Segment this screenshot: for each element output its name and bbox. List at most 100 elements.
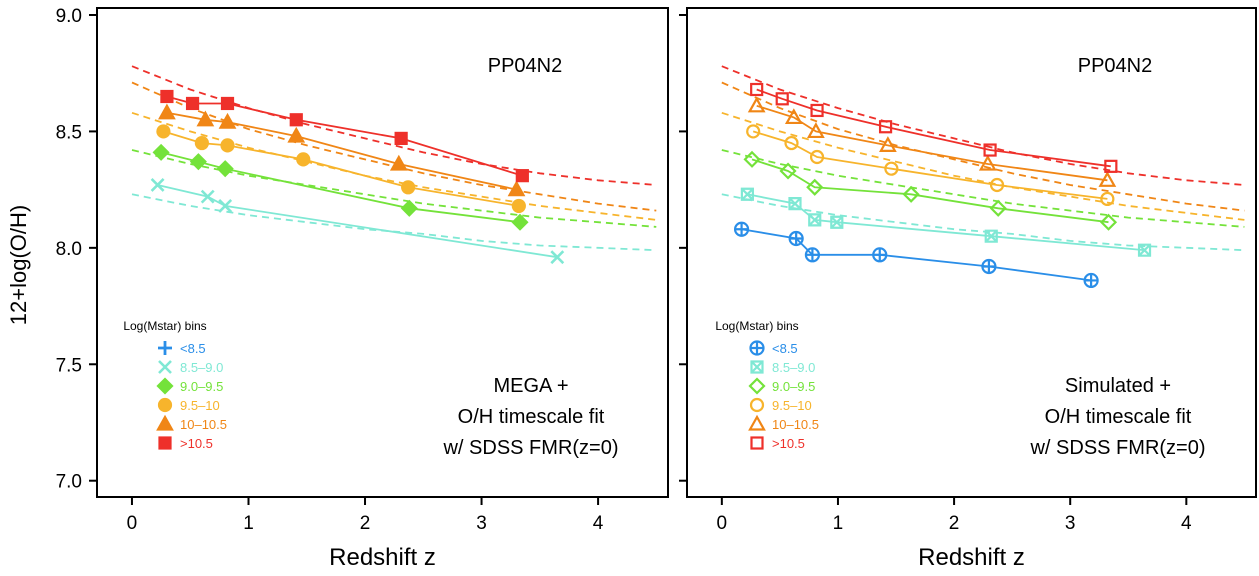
legend-marker-8-5-9-0 [158,360,172,374]
data-point-10-10-5 [389,154,408,171]
legend-label: >10.5 [772,436,805,451]
data-point-9-0-9-5 [1099,213,1118,231]
x-tick-label: 4 [593,513,604,534]
data-point-8-5-9-0 [200,189,215,204]
data-point-9-0-9-5 [400,199,418,217]
x-tick-label: 3 [1065,513,1076,534]
legend-title: Log(Mstar) bins [715,319,798,333]
data-point-9-0-9-5 [511,213,529,231]
annotation-line: Simulated + [1065,375,1171,397]
plot-frame [96,7,669,498]
data-point-10-10-5 [784,108,803,125]
data-point-9-0-9-5 [989,199,1007,217]
legend-marker-9-0-9-5 [156,377,174,395]
x-axis-label: Redshift z [329,544,436,571]
data-point-9-5-10 [884,161,899,176]
data-point-10-10-5 [218,112,237,129]
data-point-10-10-5 [158,103,176,120]
annotation-line: w/ SDSS FMR(z=0) [442,437,618,459]
data-point-9-0-9-5 [216,160,234,178]
series-line-9-5-10 [752,130,1108,200]
legend-label: 9.0–9.5 [772,379,815,394]
fit-curve-9-0-9-5 [721,149,1245,228]
legend-label: 9.0–9.5 [180,379,223,394]
x-tick-label: 2 [949,513,960,534]
x-tick-label: 2 [360,513,371,534]
data-point-9-5-10 [156,124,171,139]
data-point-10-10-5 [287,126,306,143]
method-label: PP04N2 [1078,55,1153,77]
data-point-10-10-5 [879,136,897,152]
legend-label: <8.5 [180,341,206,356]
data-point-10-10-5 [1098,171,1117,187]
fit-curve-10-10-5 [131,81,657,212]
legend-label: 10–10.5 [180,417,227,432]
data-point-10-10-5 [747,96,766,113]
fit-curve-gt-10-5 [721,65,1245,186]
legend-label: <8.5 [772,341,798,356]
x-tick-label: 0 [717,513,728,534]
data-point-8-5-9-0 [1137,243,1152,257]
annotation-line: O/H timescale fit [458,406,605,428]
data-point-lt-8-5 [804,247,821,263]
y-axis-label: 12+log(O/H) [6,205,31,325]
legend-label: 9.5–10 [180,398,220,413]
x-tick-label: 4 [1181,513,1192,534]
legend-marker-gt-10-5 [750,436,764,450]
data-point-lt-8-5 [788,230,804,247]
data-point-8-5-9-0 [788,197,802,211]
fit-curve-9-5-10 [131,111,657,221]
series-line-8-5-9-0 [157,184,558,259]
data-point-gt-10-5 [750,82,764,97]
data-point-9-0-9-5 [743,150,761,168]
fit-curve-8-5-9-0 [721,193,1245,252]
method-label: PP04N2 [488,55,563,77]
x-tick-label: 0 [127,513,138,534]
legend-label: 8.5–9.0 [772,360,815,375]
legend-marker-9-5-10 [157,397,173,413]
data-point-gt-10-5 [775,92,789,106]
data-point-10-10-5 [978,154,997,171]
data-point-9-5-10 [746,124,761,139]
data-point-gt-10-5 [289,113,303,127]
x-axis-label: Redshift z [918,544,1025,571]
data-point-9-5-10 [511,198,526,214]
data-point-8-5-9-0 [984,229,998,243]
data-point-9-5-10 [809,149,825,165]
series-line-lt-8-5 [741,228,1092,282]
data-point-9-0-9-5 [806,178,824,196]
data-point-9-5-10 [194,135,209,151]
x-tick-label: 1 [833,513,844,534]
fit-curve-9-0-9-5 [131,149,657,228]
data-point-gt-10-5 [185,96,200,111]
legend-marker-9-0-9-5 [748,377,766,395]
data-point-9-5-10 [401,180,416,195]
data-point-gt-10-5 [1104,159,1118,173]
data-point-gt-10-5 [515,169,529,183]
data-point-8-5-9-0 [740,187,754,201]
legend-marker-lt-8-5 [749,340,765,356]
left-panel: 0 1 2 3 4 7.0 7.5 8.0 8.5 9.0 Redshift z PP04N2 MEGA… [56,6,669,571]
data-point-8-5-9-0 [550,250,565,265]
legend-label: 9.5–10 [772,398,812,413]
series-line-10-10-5 [166,111,517,191]
data-point-lt-8-5 [733,221,750,237]
data-point-9-5-10 [1100,191,1115,207]
data-point-10-10-5 [507,180,526,197]
legend-marker-9-5-10 [749,397,765,413]
y-tick-label: 8.0 [56,239,82,260]
data-point-8-5-9-0 [218,199,233,213]
legend-marker-8-5-9-0 [750,360,764,374]
series-line-gt-10-5 [756,88,1111,168]
y-tick-label: 7.0 [56,472,82,493]
fit-curve-8-5-9-0 [131,193,657,252]
data-point-9-0-9-5 [779,162,797,180]
data-point-lt-8-5 [872,247,888,263]
legend-marker-gt-10-5 [158,436,172,450]
legend-label: >10.5 [180,436,213,451]
data-point-10-10-5 [196,110,215,127]
annotation-line: w/ SDSS FMR(z=0) [1029,437,1205,459]
data-point-gt-10-5 [394,131,408,145]
legend-marker-10-10-5 [748,414,766,431]
